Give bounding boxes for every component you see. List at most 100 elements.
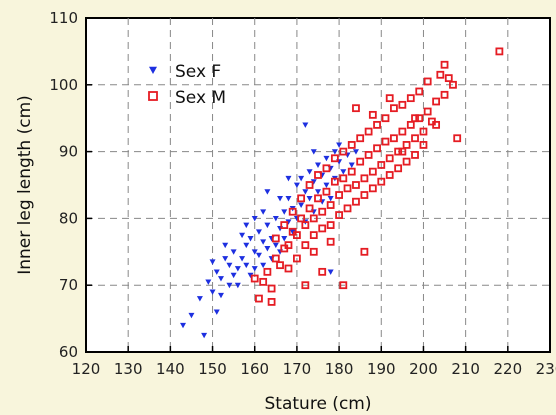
sex-f-point (285, 219, 292, 225)
sex-m-point (326, 237, 335, 246)
grid-lines (86, 18, 550, 352)
sex-m-point (250, 274, 259, 283)
sex-f-point (239, 232, 246, 239)
sex-m-point (411, 151, 419, 159)
sex-m-point (440, 90, 449, 99)
sex-m-point (360, 247, 369, 256)
sex-f-point (285, 175, 292, 182)
data-points (180, 47, 504, 339)
sex-m-point (385, 154, 394, 163)
sex-f-point (251, 216, 258, 222)
sex-m-point (305, 204, 314, 213)
sex-f-point (327, 269, 334, 275)
sex-f-point (340, 169, 347, 175)
x-tick-label: 140 (156, 360, 185, 378)
sex-m-point (271, 254, 280, 263)
legend-label-sex-m: Sex M (175, 88, 226, 108)
sex-f-point (298, 175, 305, 182)
sex-m-point (318, 267, 327, 276)
sex-f-point (222, 242, 229, 249)
sex-f-point (306, 195, 313, 202)
sex-m-point (301, 221, 310, 229)
sex-m-point (415, 87, 424, 96)
sex-f-point (230, 249, 237, 255)
legend: Sex F Sex M (148, 62, 226, 108)
sex-f-point (323, 182, 330, 188)
sex-m-point (335, 191, 343, 199)
x-tick-label: 190 (367, 360, 396, 378)
sex-f-point (323, 155, 330, 162)
sex-m-point (406, 120, 415, 129)
sex-f-point (348, 162, 355, 168)
sex-f-point (243, 242, 250, 249)
sex-m-point (276, 261, 284, 270)
sex-f-point (315, 189, 321, 195)
sex-m-point (368, 110, 377, 119)
sex-m-point (305, 181, 314, 189)
sex-m-point (326, 201, 335, 209)
x-tick-label: 120 (72, 360, 101, 378)
sex-m-point (267, 297, 276, 306)
sex-f-point (196, 296, 203, 302)
sex-m-point (352, 181, 360, 189)
legend-label-sex-f: Sex F (175, 62, 221, 82)
sex-f-point (209, 289, 216, 295)
legend-marker-sex-f-shape (149, 66, 157, 74)
sex-f-point (310, 179, 317, 185)
sex-m-point (326, 221, 335, 229)
sex-m-point (423, 107, 432, 116)
y-tick-label: 70 (59, 276, 78, 294)
legend-marker-sex-m (148, 91, 158, 101)
sex-m-point (284, 264, 293, 273)
sex-m-point (432, 120, 441, 129)
sex-m-point (440, 60, 449, 69)
sex-m-point (390, 134, 398, 143)
sex-m-point (377, 177, 386, 186)
sex-f-point (264, 189, 271, 195)
sex-m-point (314, 194, 322, 203)
y-tick-label: 100 (49, 76, 78, 94)
sex-m-point (271, 234, 280, 243)
sex-m-point (343, 184, 352, 193)
x-tick-label: 130 (114, 360, 143, 378)
sex-m-point (347, 141, 356, 149)
sex-f-point (331, 149, 338, 155)
sex-m-point (335, 211, 343, 219)
sex-m-point (297, 194, 306, 203)
sex-m-point (352, 197, 360, 206)
sex-m-point (402, 141, 411, 149)
sex-m-point (322, 164, 331, 173)
sex-m-point (411, 134, 419, 143)
sex-f-point (209, 259, 216, 265)
sex-m-point (398, 127, 407, 136)
x-tick-label: 160 (240, 360, 269, 378)
sex-m-point (411, 114, 419, 123)
sex-m-point (406, 94, 415, 103)
sex-f-point (336, 142, 343, 148)
sex-m-point (309, 247, 318, 256)
legend-marker-sex-f (149, 66, 157, 74)
sex-m-point (347, 167, 356, 176)
sex-m-point (381, 137, 390, 146)
sex-m-point (364, 151, 373, 159)
sex-f-point (310, 149, 317, 155)
sex-m-point (432, 97, 441, 106)
sex-m-point (288, 207, 297, 216)
sex-f-point (230, 272, 237, 279)
sex-f-point (306, 169, 313, 175)
sex-f-point (234, 282, 241, 289)
sex-m-point (415, 114, 424, 123)
sex-f-point (217, 276, 224, 282)
sex-f-point (255, 252, 262, 259)
sex-m-point (322, 187, 331, 196)
sex-m-point (381, 114, 390, 123)
sex-m-point (356, 134, 365, 143)
sex-m-point (330, 154, 339, 163)
sex-f-point (234, 266, 241, 272)
sex-f-point (260, 209, 267, 215)
sex-f-point (272, 216, 279, 222)
plot-area (85, 17, 551, 353)
sex-m-point (356, 157, 365, 166)
sex-m-point (330, 177, 339, 186)
